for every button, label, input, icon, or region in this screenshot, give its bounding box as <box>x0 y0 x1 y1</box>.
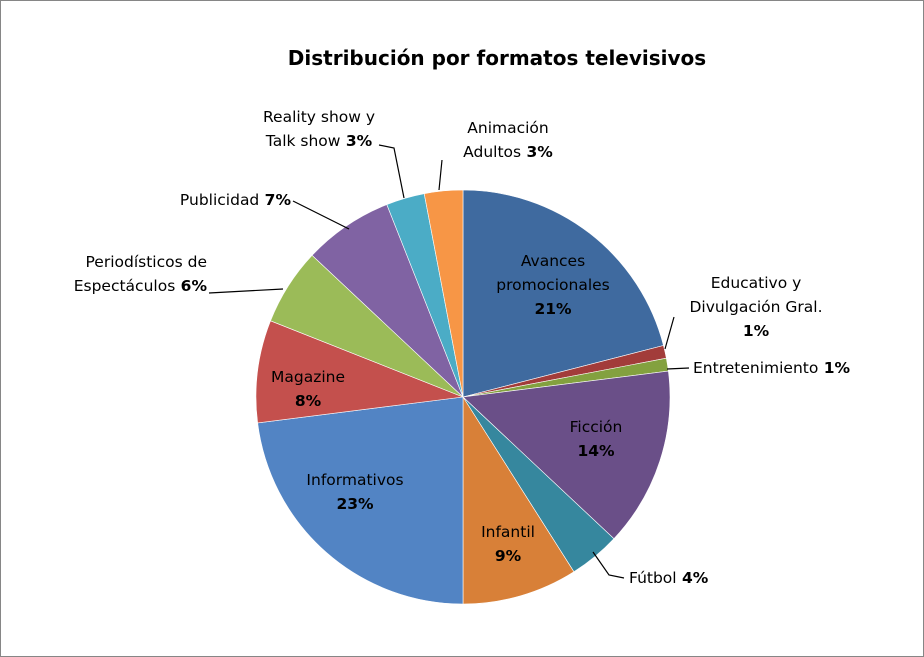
slice-label-text: Magazine <box>271 368 345 386</box>
slice-label-text: Educativo y <box>711 274 802 292</box>
slice-percent: 7% <box>259 191 291 209</box>
slice-percent: 4% <box>677 569 709 587</box>
chart-title: Distribución por formatos televisivos <box>288 46 706 70</box>
leader-line <box>378 144 405 199</box>
slice-percent: 3% <box>340 132 372 150</box>
slice-label-text: Periodísticos de <box>86 253 207 271</box>
pie-slice <box>462 395 575 605</box>
slice-label: Fútbol 4% <box>629 569 709 587</box>
slice-label: Animación Adultos 3% <box>463 119 553 161</box>
slice-label-text: promocionales <box>496 276 610 294</box>
slice-percent: 9% <box>495 547 522 565</box>
pie-slice <box>257 396 464 605</box>
pie-slice <box>462 370 671 540</box>
leader-line <box>664 316 675 350</box>
slice-label-text: Entretenimiento <box>693 359 818 377</box>
slice-percent: 6% <box>175 277 207 295</box>
leader-lines <box>208 144 690 579</box>
pie-slice <box>255 320 464 424</box>
leader-line <box>666 367 690 370</box>
slice-label-text: Reality show y <box>263 108 375 126</box>
slice-percent: 21% <box>534 300 572 318</box>
slice-percent: 8% <box>295 392 322 410</box>
slice-label-text: Talk show <box>265 132 341 150</box>
slice-label: Reality show y Talk show 3% <box>263 108 375 150</box>
slice-label-text: Ficción <box>570 418 623 436</box>
leader-line <box>292 200 350 230</box>
slice-labels: Avances promocionales 21% Educativo y Divulg… <box>74 108 851 587</box>
slice-label: Ficción 14% <box>570 418 623 460</box>
leader-line <box>208 288 284 294</box>
slice-label: Periodísticos de Espectáculos 6% <box>74 253 208 295</box>
pie-slice <box>423 189 464 398</box>
slice-label: Entretenimiento 1% <box>693 359 851 377</box>
slice-label-text: Publicidad <box>180 191 259 209</box>
slice-label-text: Fútbol <box>629 569 677 587</box>
slice-label-text: Informativos <box>306 471 403 489</box>
slice-percent: 1% <box>743 322 770 340</box>
slice-percent: 23% <box>336 495 374 513</box>
slice-label: Publicidad 7% <box>180 191 292 209</box>
slice-label: Magazine 8% <box>271 368 345 410</box>
pie-slices <box>255 189 671 605</box>
slice-label-text: Animación <box>467 119 548 137</box>
slice-label: Informativos 23% <box>306 471 403 513</box>
slice-percent: 1% <box>818 359 850 377</box>
slice-label-text: Divulgación Gral. <box>689 298 822 316</box>
slice-label-text: Espectáculos <box>74 277 176 295</box>
slice-label-text: Avances <box>521 252 585 270</box>
slice-label: Infantil 9% <box>481 523 535 565</box>
slice-label-text: Infantil <box>481 523 535 541</box>
slice-label: Avances promocionales 21% <box>496 252 610 318</box>
pie-slice <box>462 189 664 398</box>
slice-percent: 3% <box>521 143 553 161</box>
slice-label-text: Adultos <box>463 143 521 161</box>
slice-percent: 14% <box>577 442 615 460</box>
slice-label: Educativo y Divulgación Gral. 1% <box>689 274 822 340</box>
leader-line <box>438 159 443 191</box>
leader-line <box>592 551 625 579</box>
